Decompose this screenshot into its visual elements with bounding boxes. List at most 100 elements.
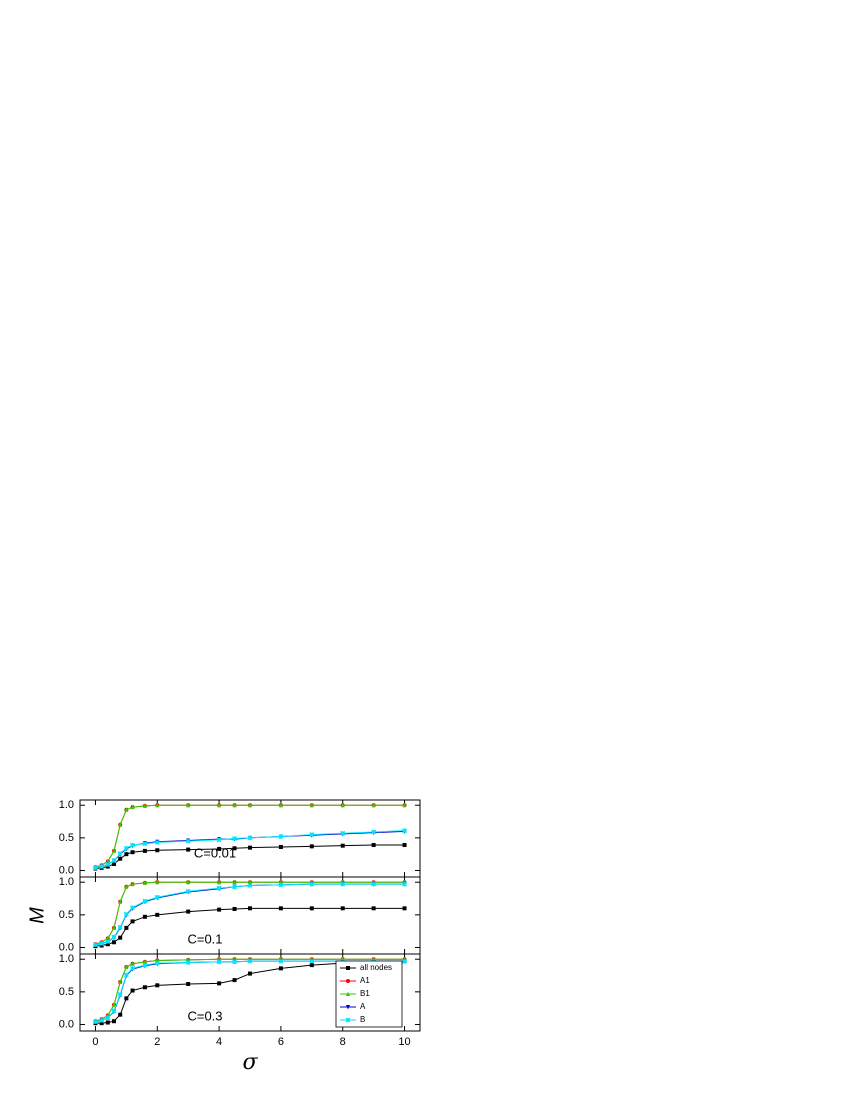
marker	[371, 906, 376, 911]
marker	[309, 958, 315, 964]
marker	[112, 1002, 116, 1007]
legend-label: A1	[360, 976, 370, 985]
marker	[247, 835, 253, 841]
marker	[232, 906, 237, 911]
marker	[232, 879, 237, 885]
marker	[402, 906, 407, 911]
marker	[217, 879, 222, 885]
marker	[124, 996, 129, 1001]
marker	[340, 830, 346, 836]
marker	[124, 807, 129, 812]
marker	[185, 960, 191, 965]
marker	[105, 935, 110, 941]
marker	[105, 939, 111, 945]
marker	[402, 958, 407, 964]
marker	[402, 828, 407, 834]
series-line	[95, 881, 405, 945]
marker	[142, 898, 148, 904]
marker	[278, 906, 283, 911]
marker	[232, 836, 237, 841]
marker	[142, 803, 147, 808]
marker	[117, 851, 123, 856]
legend-label: B	[360, 1015, 365, 1024]
marker	[278, 802, 283, 808]
marker	[154, 960, 160, 966]
marker	[154, 894, 160, 900]
series-line	[95, 883, 405, 946]
marker	[155, 879, 160, 885]
marker	[309, 881, 315, 887]
marker	[217, 802, 222, 808]
panel-frame	[79, 953, 421, 1032]
marker	[111, 934, 117, 940]
x-axis-label: σ	[242, 1050, 258, 1075]
marker	[309, 832, 315, 838]
marker	[232, 959, 237, 965]
marker	[118, 899, 123, 904]
marker	[112, 848, 116, 853]
marker	[309, 844, 314, 849]
marker	[155, 983, 160, 988]
marker	[402, 802, 407, 808]
marker	[248, 879, 252, 885]
marker	[118, 1012, 123, 1017]
marker	[309, 802, 314, 808]
marker	[93, 1019, 98, 1025]
marker	[112, 925, 116, 930]
marker	[142, 914, 147, 919]
marker	[340, 802, 345, 808]
marker	[248, 845, 252, 850]
marker	[142, 962, 148, 968]
marker	[278, 844, 283, 849]
marker	[111, 858, 117, 864]
marker	[105, 1020, 110, 1025]
marker	[186, 879, 191, 885]
marker	[346, 966, 350, 970]
marker	[371, 802, 376, 808]
marker	[248, 906, 252, 911]
marker	[340, 843, 345, 848]
marker	[142, 959, 147, 964]
marker	[402, 881, 407, 887]
marker	[124, 964, 129, 970]
marker	[130, 965, 135, 971]
y-axis-label: M	[26, 907, 48, 924]
marker	[130, 881, 135, 887]
marker	[278, 882, 284, 888]
marker	[309, 963, 314, 968]
marker	[123, 911, 129, 917]
marker	[111, 1008, 117, 1014]
marker	[154, 839, 160, 845]
panel-frame	[79, 876, 421, 955]
marker	[118, 935, 123, 940]
marker	[216, 959, 222, 965]
marker	[216, 885, 222, 891]
marker	[346, 979, 350, 983]
annotation: C=0.01	[194, 845, 236, 860]
marker	[216, 837, 222, 843]
marker	[185, 888, 191, 894]
marker	[232, 802, 237, 808]
marker	[105, 942, 110, 947]
marker	[186, 802, 191, 808]
marker	[142, 848, 147, 853]
series-line	[95, 883, 405, 946]
y-tick-label: 1.0	[59, 876, 74, 888]
legend-label: all nodes	[360, 963, 392, 972]
marker	[186, 909, 191, 914]
marker	[247, 958, 253, 964]
y-tick-label: 0.0	[59, 941, 74, 953]
marker	[93, 942, 98, 948]
marker	[118, 822, 123, 827]
marker	[346, 1005, 350, 1010]
marker	[130, 919, 135, 924]
marker	[185, 838, 191, 844]
marker	[340, 906, 345, 911]
marker	[130, 850, 135, 855]
marker	[371, 829, 377, 835]
marker	[155, 912, 160, 917]
marker	[155, 848, 160, 853]
x-tick-label: 8	[340, 1036, 346, 1048]
legend-label: B1	[360, 989, 370, 998]
